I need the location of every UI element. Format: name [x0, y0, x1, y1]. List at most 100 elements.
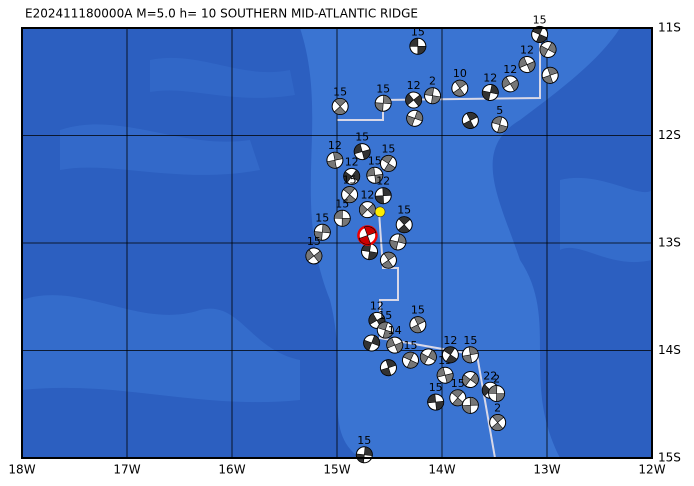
beachball — [366, 166, 384, 184]
beachball — [395, 216, 413, 234]
beachball-label: 15 — [381, 142, 395, 155]
beachball-label: 15 — [376, 82, 390, 95]
lon-label: 14W — [428, 463, 455, 477]
beachball-compression — [424, 87, 441, 104]
lat-label: 11S — [658, 21, 681, 35]
beachball — [451, 79, 469, 97]
beachball-compression — [343, 186, 357, 203]
beachball-compression — [389, 233, 407, 251]
beachball-label: 15 — [368, 154, 382, 167]
beachball-label: 15 — [333, 85, 347, 98]
lon-label: 18W — [8, 463, 35, 477]
beachball-label: 5 — [496, 104, 503, 117]
beachball — [427, 393, 445, 411]
beachball-label: 12 — [520, 44, 534, 57]
beachball-label: 12 — [443, 334, 457, 347]
beachball — [539, 41, 557, 58]
beachball-label: 15 — [463, 334, 477, 347]
beachball-label: 12 — [370, 299, 384, 312]
beachball-compression — [377, 321, 394, 339]
lat-label: 12S — [658, 128, 681, 142]
beachball — [363, 334, 381, 352]
beachball-label: 22 — [483, 369, 497, 382]
beachball — [341, 186, 359, 204]
beachball-compression — [381, 155, 396, 172]
beachball — [313, 223, 331, 241]
beachball-compression — [314, 223, 331, 241]
beachball-compression — [436, 367, 454, 384]
beachball-compression — [420, 349, 437, 365]
beachball — [333, 209, 351, 227]
beachball — [376, 321, 394, 339]
beachball-compression — [482, 84, 499, 101]
beachball — [386, 336, 404, 354]
beachball-label: 15 — [307, 235, 321, 248]
beachball-label: 15 — [429, 381, 443, 394]
beachball-compression — [366, 167, 384, 184]
beachball-label: 2 — [494, 402, 501, 415]
beachball-compression — [363, 335, 380, 351]
beachball — [379, 359, 397, 377]
beachball-compression — [333, 209, 351, 227]
beachball-label: 12 — [503, 63, 517, 76]
beachball — [436, 366, 454, 384]
beachball-label: 14 — [388, 324, 402, 337]
beachball — [461, 111, 479, 129]
beachball — [461, 396, 479, 414]
beachball — [491, 116, 509, 134]
lat-label: 14S — [658, 343, 681, 357]
beachball — [402, 351, 419, 369]
beachball — [379, 154, 397, 172]
beachball-compression — [462, 372, 479, 387]
beachball-label: 15 — [357, 434, 371, 447]
beachball-compression — [305, 249, 323, 263]
beachball-label: 15 — [355, 131, 369, 144]
beachball — [409, 316, 427, 334]
beachball — [374, 94, 392, 112]
beachball-label: 15 — [411, 304, 425, 317]
beachball-label: 12 — [483, 72, 497, 85]
beachball — [331, 97, 349, 115]
beachball-compression — [409, 37, 427, 55]
beachball — [358, 201, 376, 219]
beachball — [353, 143, 371, 161]
beachball-label: 15 — [378, 309, 392, 322]
beachball — [419, 348, 437, 366]
beachball-label: 15 — [397, 204, 411, 217]
beachball-compression — [397, 216, 411, 234]
beachball-compression — [381, 251, 396, 269]
map-title: E202411180000A M=5.0 h= 10 SOUTHERN MID-… — [25, 7, 418, 21]
beachball-compression — [488, 385, 505, 402]
beachball-compression — [491, 116, 508, 134]
beachball — [518, 56, 536, 74]
beachball-label: 15 — [404, 339, 418, 352]
beachball-label: 12 — [360, 189, 374, 202]
beachball-compression — [443, 346, 458, 364]
lon-label: 12W — [638, 463, 665, 477]
beachball-compression — [374, 94, 392, 112]
beachball-compression — [358, 226, 377, 245]
beachball-label: 12 — [376, 175, 390, 188]
beachball-label: 2 — [429, 75, 436, 88]
beachball-compression — [326, 151, 344, 169]
beachball-label: 10 — [453, 67, 467, 80]
beachball — [305, 247, 323, 265]
beachball-compression — [491, 414, 505, 431]
beachball-label: 15 — [343, 174, 357, 187]
beachball-label: 12 — [407, 79, 421, 92]
beachball — [488, 385, 506, 402]
beachball-compression — [462, 346, 479, 364]
beachball — [326, 151, 344, 169]
beachball-compression — [452, 79, 467, 97]
beachball — [374, 187, 392, 205]
beachball-compression — [333, 98, 347, 115]
beachball-compression — [402, 351, 419, 369]
beachball — [409, 37, 427, 55]
beachball — [541, 66, 559, 84]
beachball-compression — [353, 143, 371, 160]
lat-label: 13S — [658, 236, 681, 250]
beachball — [361, 243, 379, 261]
beachball-label: 12 — [328, 139, 342, 152]
